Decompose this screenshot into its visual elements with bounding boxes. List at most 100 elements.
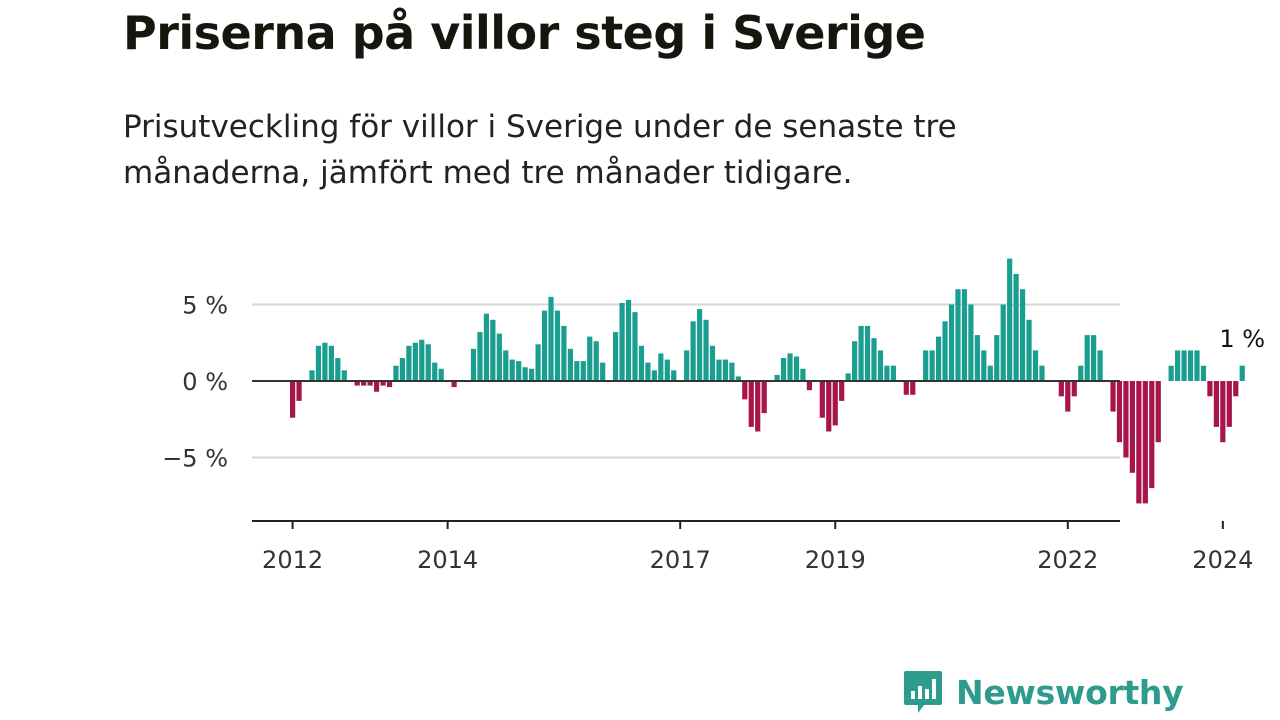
bar (664, 359, 670, 381)
bar (580, 361, 586, 381)
bar (1207, 381, 1213, 397)
bar (696, 309, 703, 381)
bar (1123, 381, 1129, 458)
bar (839, 381, 845, 401)
bar (1110, 381, 1116, 412)
x-tick-label: 2017 (650, 546, 711, 574)
bar (535, 344, 541, 381)
bar (994, 335, 1000, 381)
bar (903, 381, 909, 395)
bar (729, 362, 735, 381)
y-tick-label: 0 % (182, 368, 228, 396)
bar (548, 296, 554, 381)
bar (968, 304, 974, 381)
bar (1129, 381, 1135, 473)
bar (651, 370, 657, 381)
chart-title: Priserna på villor steg i Sverige (123, 6, 926, 60)
bar (1058, 381, 1064, 397)
bar (1155, 381, 1161, 443)
bar (671, 370, 677, 381)
x-tick-label: 2024 (1192, 546, 1253, 574)
bar (503, 350, 509, 381)
bar (826, 381, 832, 432)
x-axis-ticks: 2012 2014 2017 2019 2022 2024 (262, 521, 1253, 574)
x-tick-label: 2014 (417, 546, 478, 574)
bar (942, 321, 948, 381)
bar (787, 353, 793, 381)
bar (380, 381, 386, 386)
bar (961, 289, 968, 381)
bar (780, 358, 787, 381)
bar (1084, 335, 1090, 381)
bar (1233, 381, 1239, 397)
bar (742, 381, 748, 400)
bar (910, 381, 916, 395)
bar (1226, 381, 1232, 427)
bar (335, 358, 341, 381)
bar (800, 368, 806, 381)
bar (315, 345, 322, 381)
bar (703, 319, 709, 381)
bar (516, 361, 522, 381)
bar (1039, 365, 1045, 381)
bar (864, 325, 871, 381)
bar (1200, 365, 1207, 381)
bar (1032, 350, 1039, 381)
bar (296, 381, 302, 401)
bar (858, 325, 864, 381)
bar (1000, 304, 1006, 381)
bar (632, 312, 638, 381)
bar (774, 374, 780, 381)
bar (509, 359, 515, 381)
bar (1019, 289, 1026, 381)
bar (1142, 381, 1148, 504)
newsworthy-logo-icon (904, 671, 942, 713)
bar (1007, 258, 1013, 381)
bar (955, 289, 961, 381)
bar (600, 362, 606, 381)
y-tick-label: 5 % (182, 292, 228, 320)
x-tick-label: 2019 (805, 546, 866, 574)
bar (522, 367, 528, 381)
bar (748, 381, 754, 427)
bar (393, 365, 399, 381)
bar (1187, 350, 1194, 381)
bar (309, 370, 315, 381)
bar (832, 381, 838, 426)
bar (1239, 365, 1245, 381)
bar (1078, 365, 1084, 381)
bar (432, 362, 438, 381)
x-axis (252, 380, 1120, 522)
bar (1175, 350, 1181, 381)
bar (1213, 381, 1219, 427)
bar (735, 376, 741, 381)
bar (567, 348, 573, 381)
bar (1149, 381, 1155, 489)
bar (406, 345, 412, 381)
bar (638, 345, 645, 381)
bar (1071, 381, 1077, 397)
bar (871, 338, 877, 381)
bar (373, 381, 380, 392)
bar (361, 381, 367, 386)
x-tick-label: 2022 (1037, 546, 1098, 574)
bar (1097, 350, 1103, 381)
bar (1181, 350, 1187, 381)
bar (806, 381, 812, 391)
bar (399, 358, 406, 381)
bar (593, 341, 599, 381)
bar (936, 336, 942, 381)
bar (645, 362, 651, 381)
bar (929, 350, 935, 381)
bar (587, 336, 593, 381)
bar (793, 356, 800, 381)
grid-lines (252, 303, 1120, 459)
bars (290, 258, 1245, 504)
bar (819, 381, 825, 418)
bar (470, 348, 477, 381)
x-tick-label: 2012 (262, 546, 323, 574)
bar (529, 368, 535, 381)
y-axis-ticks: 5 % 0 % −5 % (162, 292, 228, 473)
bar (496, 333, 502, 381)
bar (341, 370, 347, 381)
